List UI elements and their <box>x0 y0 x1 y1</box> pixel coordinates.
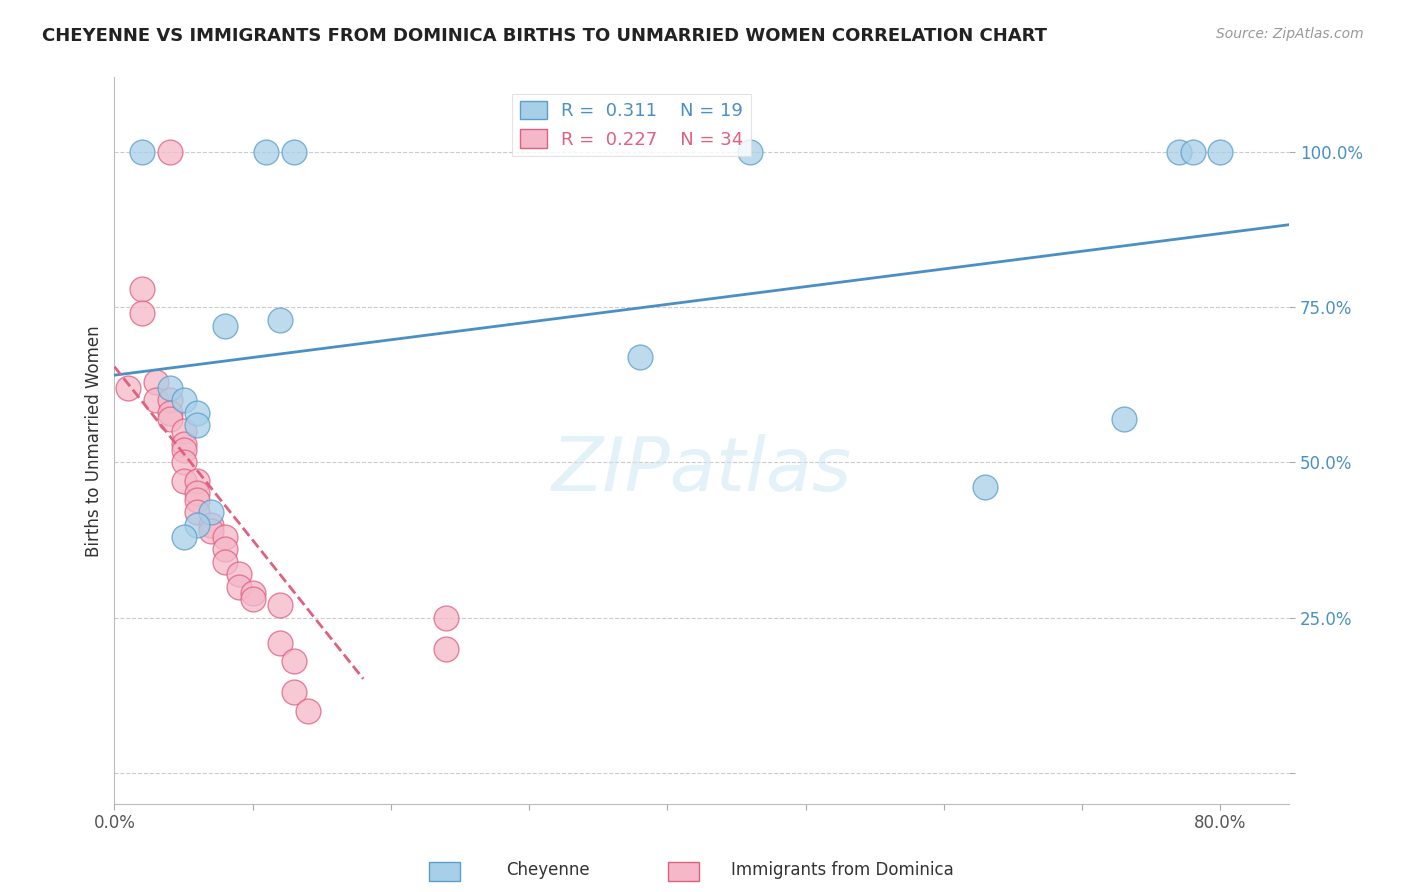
Point <box>200 505 222 519</box>
Point <box>186 406 208 420</box>
Point <box>283 145 305 159</box>
Text: ZIPatlas: ZIPatlas <box>553 434 852 506</box>
Point <box>186 492 208 507</box>
Point <box>1167 145 1189 159</box>
Point <box>186 505 208 519</box>
Point <box>269 599 291 613</box>
Point <box>173 437 195 451</box>
Y-axis label: Births to Unmarried Women: Births to Unmarried Women <box>86 325 103 557</box>
Point <box>145 375 167 389</box>
Point <box>159 381 181 395</box>
Point <box>434 641 457 656</box>
Point <box>214 542 236 557</box>
Point <box>200 524 222 538</box>
Point <box>173 393 195 408</box>
Point <box>1209 145 1232 159</box>
Point <box>297 704 319 718</box>
Point <box>434 610 457 624</box>
Point <box>131 282 153 296</box>
Point <box>214 530 236 544</box>
Point <box>159 145 181 159</box>
Text: Source: ZipAtlas.com: Source: ZipAtlas.com <box>1216 27 1364 41</box>
Point <box>117 381 139 395</box>
Point <box>269 635 291 649</box>
Text: Immigrants from Dominica: Immigrants from Dominica <box>731 861 953 879</box>
Point <box>159 393 181 408</box>
Legend: R =  0.311    N = 19, R =  0.227    N = 34: R = 0.311 N = 19, R = 0.227 N = 34 <box>512 94 751 156</box>
Point <box>242 586 264 600</box>
Point <box>1181 145 1204 159</box>
Point <box>974 480 997 494</box>
Point <box>283 654 305 668</box>
Point <box>628 350 651 364</box>
Point <box>145 393 167 408</box>
Point <box>228 567 250 582</box>
Point <box>740 145 762 159</box>
Point <box>186 517 208 532</box>
Point <box>214 555 236 569</box>
Point <box>200 517 222 532</box>
Point <box>228 580 250 594</box>
Point <box>269 312 291 326</box>
Point <box>159 406 181 420</box>
Point <box>256 145 278 159</box>
Text: Cheyenne: Cheyenne <box>506 861 589 879</box>
Point <box>131 306 153 320</box>
Point <box>283 685 305 699</box>
Point <box>159 412 181 426</box>
Point <box>173 530 195 544</box>
Point <box>1112 412 1135 426</box>
Text: CHEYENNE VS IMMIGRANTS FROM DOMINICA BIRTHS TO UNMARRIED WOMEN CORRELATION CHART: CHEYENNE VS IMMIGRANTS FROM DOMINICA BIR… <box>42 27 1047 45</box>
Point <box>186 486 208 500</box>
Point <box>214 318 236 333</box>
Point <box>186 474 208 488</box>
Point <box>173 443 195 458</box>
Point <box>242 592 264 607</box>
Point <box>131 145 153 159</box>
Point <box>173 455 195 469</box>
Point <box>186 418 208 433</box>
Point <box>173 425 195 439</box>
Point <box>173 474 195 488</box>
